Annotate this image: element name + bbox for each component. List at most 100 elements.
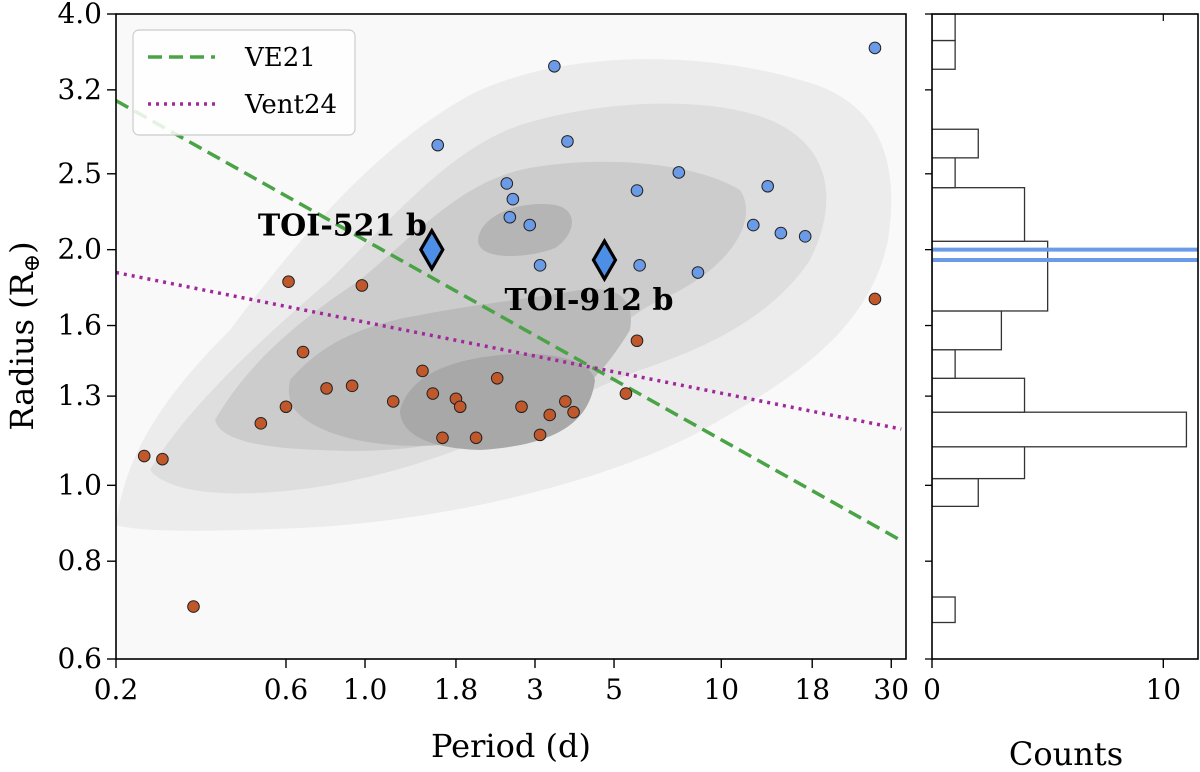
annotation-toi-912-b: TOI-912 b: [504, 283, 673, 318]
y-axis-label: Radius (R⊕): [3, 241, 45, 430]
y-axis-ticks: 0.6 0.8 1.0 1.3 1.6 2.0 2.5 3.2 4.0: [57, 0, 116, 675]
histogram-x-tick-label: 10: [1145, 673, 1181, 706]
histogram-bar: [932, 240, 1049, 312]
scatter-axes-frame: [115, 13, 907, 660]
y-tick-label: 1.0: [57, 468, 102, 501]
data-point: [503, 210, 517, 224]
x-tick-label: 30: [873, 673, 909, 706]
y-tick-label: 1.3: [57, 379, 102, 412]
histogram-bar: [932, 477, 979, 508]
data-point: [761, 179, 775, 193]
data-point: [156, 452, 169, 466]
relation-lines: [116, 99, 903, 543]
legend-box: [132, 29, 356, 136]
y-tick-label: 1.6: [57, 309, 102, 342]
data-point: [490, 371, 504, 385]
data-point: [672, 166, 686, 179]
data-point: [533, 259, 547, 272]
x-tick-label: 1.8: [434, 673, 479, 706]
data-point: [137, 449, 151, 463]
data-point: [515, 400, 528, 414]
x-tick-label: 18: [794, 673, 830, 706]
data-point: [254, 417, 268, 430]
data-point: [798, 230, 812, 243]
data-point: [436, 431, 449, 445]
density-contours: [116, 14, 906, 659]
histogram-bar: [932, 187, 1026, 242]
relation-line-ve21: [116, 99, 903, 543]
data-point: [619, 387, 633, 400]
data-point: [533, 428, 547, 442]
data-points: [137, 41, 882, 613]
data-point: [506, 192, 520, 206]
histogram-axes-frame: [931, 13, 1199, 660]
histogram-panel: 0 10 Counts: [923, 13, 1199, 772]
data-point: [561, 135, 574, 148]
data-point: [630, 334, 644, 348]
data-point: [633, 259, 646, 272]
histogram-bar: [932, 14, 956, 42]
legend-label-ve21: VE21: [244, 43, 316, 73]
data-point: [774, 226, 788, 240]
annotation-toi-521-b: TOI-521 b: [258, 209, 427, 244]
data-point: [386, 395, 400, 408]
data-point: [296, 345, 310, 359]
data-point: [548, 59, 561, 73]
histogram-bar: [932, 128, 979, 159]
relation-line-vent24: [116, 270, 902, 431]
y-tick-label: 2.5: [57, 157, 102, 190]
data-point: [426, 387, 440, 400]
x-tick-label: 0.2: [94, 673, 139, 706]
histogram-reference-lines: [932, 247, 1198, 263]
data-point: [747, 218, 760, 232]
data-point: [431, 138, 445, 152]
diamond-marker-toi-521-b: [418, 227, 445, 272]
diamond-marker-toi-912-b: [591, 237, 618, 283]
histogram-bar: [932, 377, 1026, 413]
x-tick-label: 3: [526, 673, 544, 706]
x-tick-label: 10: [703, 673, 739, 706]
histogram-x-ticks: 0 10: [923, 14, 1181, 706]
data-point: [567, 405, 580, 419]
x-tick-label: 0.6: [264, 673, 309, 706]
histogram-bar: [932, 411, 1188, 448]
histogram-bars: [932, 14, 1188, 624]
y-tick-label: 0.8: [57, 544, 102, 577]
x-tick-label: 5: [605, 673, 623, 706]
histogram-x-tick-label: 0: [923, 673, 941, 706]
data-point: [320, 382, 333, 395]
data-point: [187, 600, 200, 613]
y-tick-label: 2.0: [57, 233, 102, 266]
data-point: [453, 400, 467, 414]
highlighted-planets: TOI-521 b TOI-912 b: [258, 209, 674, 318]
data-point: [543, 408, 557, 422]
y-tick-label: 3.2: [57, 73, 102, 106]
data-point: [279, 400, 293, 414]
histogram-y-ticks: [925, 13, 932, 660]
y-tick-label: 4.0: [57, 0, 102, 30]
data-point: [469, 431, 483, 445]
data-point: [523, 218, 537, 232]
x-axis-label: Period (d): [431, 727, 591, 765]
data-point: [691, 266, 705, 279]
data-point: [345, 379, 359, 393]
legend: VE21 Vent24: [132, 29, 356, 136]
data-point: [500, 177, 514, 190]
data-point: [868, 41, 882, 55]
histogram-bar: [932, 39, 956, 70]
histogram-bar: [932, 349, 956, 379]
histogram-x-label: Counts: [1009, 735, 1123, 772]
x-tick-label: 1.0: [343, 673, 388, 706]
data-point: [355, 279, 369, 292]
legend-label-vent24: Vent24: [244, 90, 337, 120]
y-tick-label: 0.6: [57, 642, 102, 675]
data-point: [282, 275, 295, 289]
data-point: [630, 184, 644, 197]
histogram-bar: [932, 310, 1003, 351]
data-point: [559, 395, 572, 408]
data-point: [416, 364, 429, 378]
histogram-bar: [932, 446, 1026, 480]
histogram-bar: [932, 596, 956, 624]
